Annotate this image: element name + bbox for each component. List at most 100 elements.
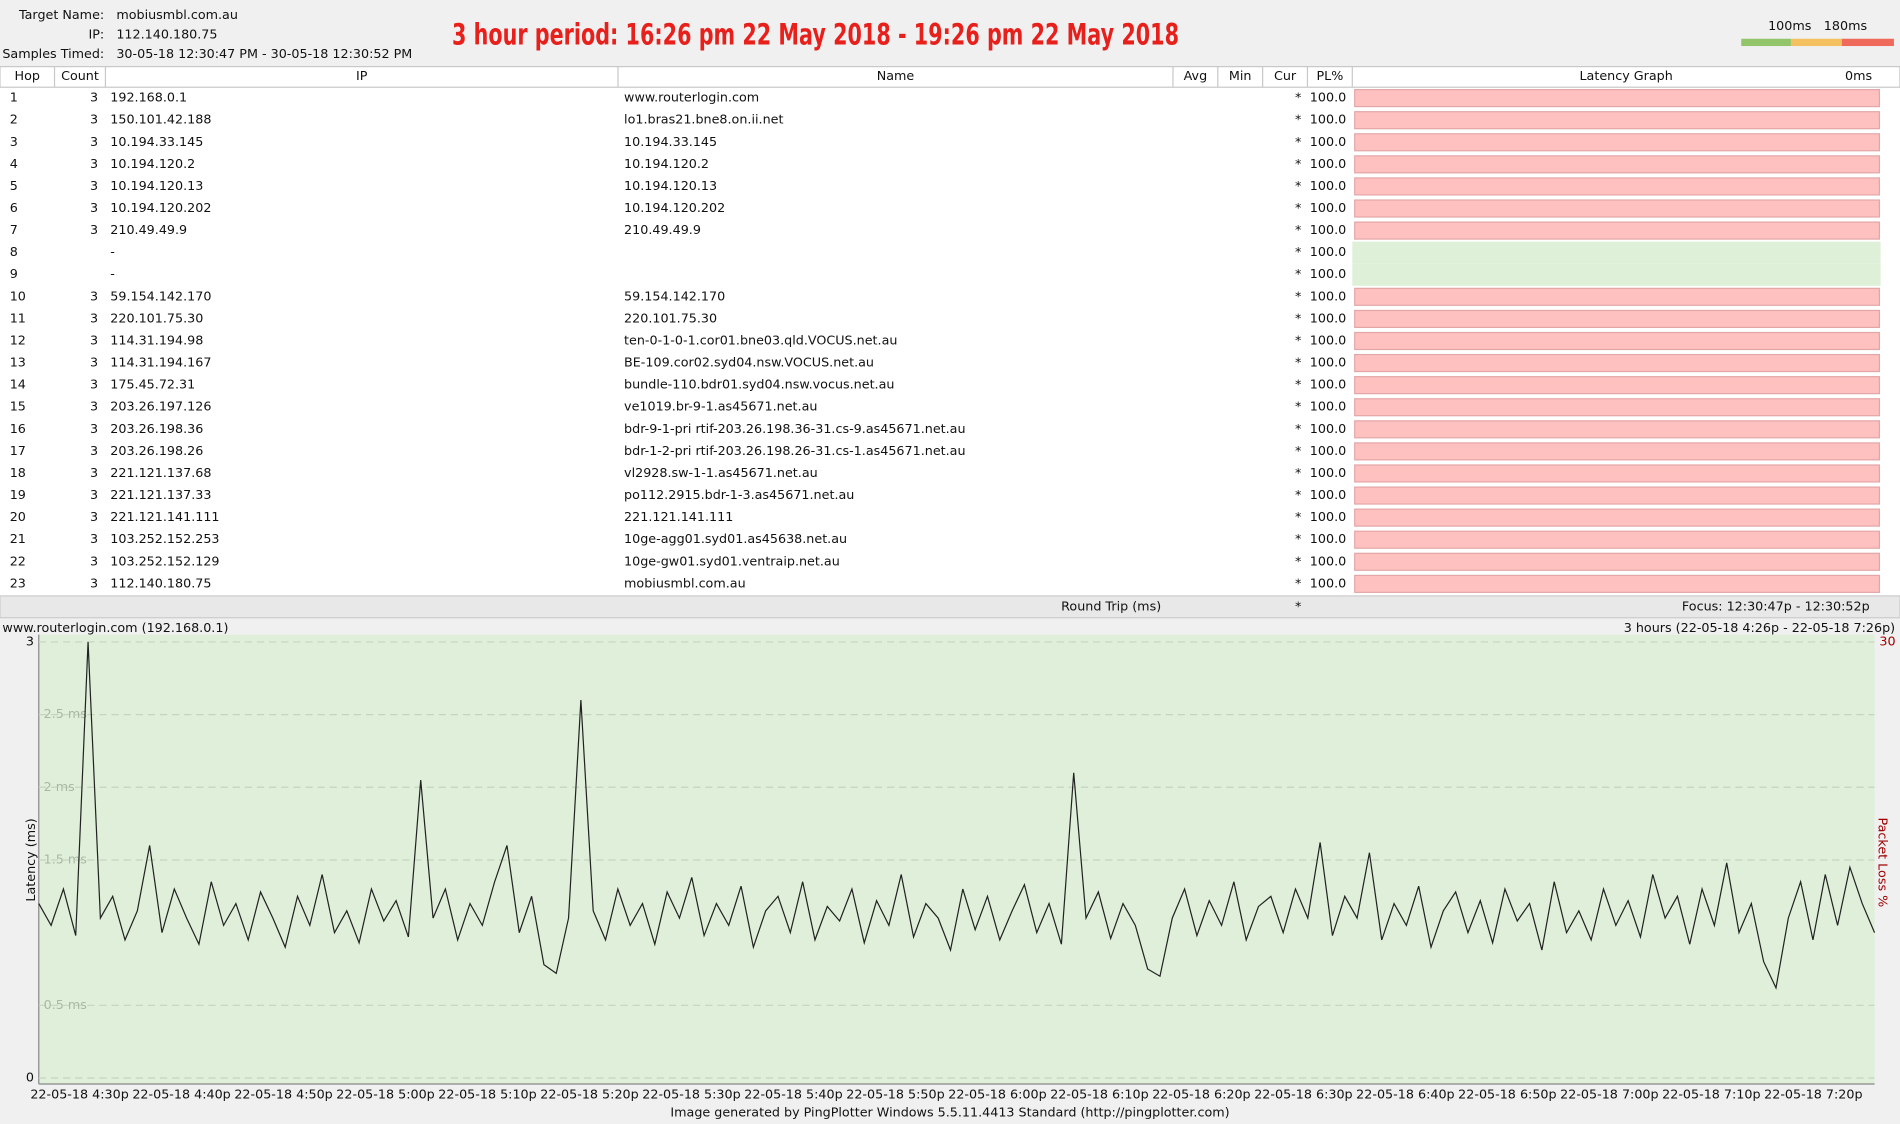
latency-bar — [1354, 309, 1881, 328]
cell-count: 3 — [90, 509, 98, 524]
cell-pl: 100.0 — [1310, 377, 1346, 392]
cell-pl: 100.0 — [1310, 266, 1346, 281]
y-tick-label: 2 ms — [44, 779, 75, 794]
x-tick-label: 22-05-18 5:40p — [744, 1086, 842, 1101]
scale-green — [1741, 38, 1791, 47]
cell-count: 3 — [90, 421, 98, 436]
cell-hop: 1 — [10, 90, 18, 105]
latency-bar — [1354, 464, 1881, 483]
cell-cur: * — [1295, 222, 1301, 237]
cell-cur: * — [1295, 90, 1301, 105]
cell-pl: 100.0 — [1310, 487, 1346, 502]
cell-cur: * — [1295, 288, 1301, 303]
cell-pl: 100.0 — [1310, 310, 1346, 325]
x-tick-label: 22-05-18 7:10p — [1662, 1086, 1760, 1101]
field-value: 30-05-18 12:30:47 PM - 30-05-18 12:30:52… — [116, 46, 412, 61]
cell-hop: 17 — [10, 443, 26, 458]
y2-tick-label: 30 — [1879, 633, 1895, 648]
x-tick-label: 22-05-18 6:40p — [1356, 1086, 1454, 1101]
cell-ip: - — [110, 266, 115, 281]
cell-pl: 100.0 — [1310, 421, 1346, 436]
cell-hop: 3 — [10, 134, 18, 149]
cell-count: 3 — [90, 465, 98, 480]
cell-name: po112.2915.bdr-1-3.as45671.net.au — [624, 487, 854, 502]
cell-cur: * — [1295, 553, 1301, 568]
cell-count: 3 — [90, 553, 98, 568]
cell-hop: 11 — [10, 310, 26, 325]
x-tick-label: 22-05-18 6:30p — [1254, 1086, 1352, 1101]
y-axis-title: Latency (ms) — [23, 818, 38, 901]
scale-label: 100ms — [1768, 18, 1811, 33]
cell-hop: 16 — [10, 421, 26, 436]
latency-bar — [1354, 442, 1881, 461]
cell-ip: 221.121.141.111 — [110, 509, 219, 524]
cell-ip: 103.252.152.129 — [110, 553, 219, 568]
cell-pl: 100.0 — [1310, 399, 1346, 414]
latency-bar — [1354, 398, 1881, 417]
cell-ip: 220.101.75.30 — [110, 310, 203, 325]
cell-hop: 7 — [10, 222, 18, 237]
cell-pl: 100.0 — [1310, 332, 1346, 347]
cell-hop: 6 — [10, 200, 18, 215]
cell-count: 3 — [90, 156, 98, 171]
cell-ip: 203.26.198.36 — [110, 421, 203, 436]
cell-count: 3 — [90, 90, 98, 105]
y-tick-label: 0.5 ms — [44, 997, 87, 1012]
column-header: Avg — [1184, 68, 1208, 83]
cell-cur: * — [1295, 531, 1301, 546]
cell-ip: 203.26.198.26 — [110, 443, 203, 458]
cell-ip: - — [110, 244, 115, 259]
cell-hop: 10 — [10, 288, 26, 303]
latency-bar — [1354, 486, 1881, 505]
cell-ip: 192.168.0.1 — [110, 90, 187, 105]
cell-ip: 221.121.137.33 — [110, 487, 211, 502]
latency-empty — [1352, 241, 1881, 264]
cell-pl: 100.0 — [1310, 288, 1346, 303]
x-tick-label: 22-05-18 6:00p — [948, 1086, 1046, 1101]
cell-name: 10.194.33.145 — [624, 134, 717, 149]
cell-pl: 100.0 — [1310, 90, 1346, 105]
cell-name: bdr-1-2-pri rtif-203.26.198.26-31.cs-1.a… — [624, 443, 965, 458]
graph-scale: 0ms — [1845, 68, 1872, 83]
cell-count: 3 — [90, 377, 98, 392]
x-tick-label: 22-05-18 5:20p — [540, 1086, 638, 1101]
cell-ip: 10.194.120.13 — [110, 178, 203, 193]
cell-ip: 10.194.33.145 — [110, 134, 203, 149]
cell-count: 3 — [90, 288, 98, 303]
table-background — [0, 66, 1900, 596]
x-tick-label: 22-05-18 7:00p — [1560, 1086, 1658, 1101]
cell-name: vl2928.sw-1-1.as45671.net.au — [624, 465, 818, 480]
cell-name: BE-109.cor02.syd04.nsw.VOCUS.net.au — [624, 355, 874, 370]
cell-cur: * — [1295, 310, 1301, 325]
latency-empty — [1352, 263, 1881, 286]
latency-bar — [1354, 133, 1881, 152]
column-header: Latency Graph — [1579, 68, 1672, 83]
latency-bar — [1354, 508, 1881, 527]
cell-cur: * — [1295, 399, 1301, 414]
graph-subtitle: 3 hours (22-05-18 4:26p - 22-05-18 7:26p… — [1624, 620, 1895, 635]
latency-bar — [1354, 199, 1881, 218]
cell-cur: * — [1295, 200, 1301, 215]
cell-pl: 100.0 — [1310, 178, 1346, 193]
cell-name: mobiusmbl.com.au — [624, 575, 746, 590]
cell-hop: 5 — [10, 178, 18, 193]
cell-cur: * — [1295, 178, 1301, 193]
cell-count: 3 — [90, 178, 98, 193]
column-header: Name — [877, 68, 915, 83]
summary-cur: * — [1295, 598, 1301, 613]
graph-title: www.routerlogin.com (192.168.0.1) — [2, 620, 228, 635]
cell-ip: 114.31.194.98 — [110, 332, 203, 347]
x-tick-label: 22-05-18 4:30p — [30, 1086, 128, 1101]
latency-bar — [1354, 155, 1881, 174]
scale-label: 180ms — [1824, 18, 1867, 33]
column-header: Hop — [15, 68, 40, 83]
cell-name: bundle-110.bdr01.syd04.nsw.vocus.net.au — [624, 377, 894, 392]
cell-name: 221.121.141.111 — [624, 509, 733, 524]
cell-name: ten-0-1-0-1.cor01.bne03.qld.VOCUS.net.au — [624, 332, 897, 347]
cell-name: www.routerlogin.com — [624, 90, 759, 105]
cell-count: 3 — [90, 310, 98, 325]
cell-name: 10.194.120.202 — [624, 200, 725, 215]
cell-name: lo1.bras21.bne8.on.ii.net — [624, 112, 783, 127]
cell-ip: 112.140.180.75 — [110, 575, 211, 590]
